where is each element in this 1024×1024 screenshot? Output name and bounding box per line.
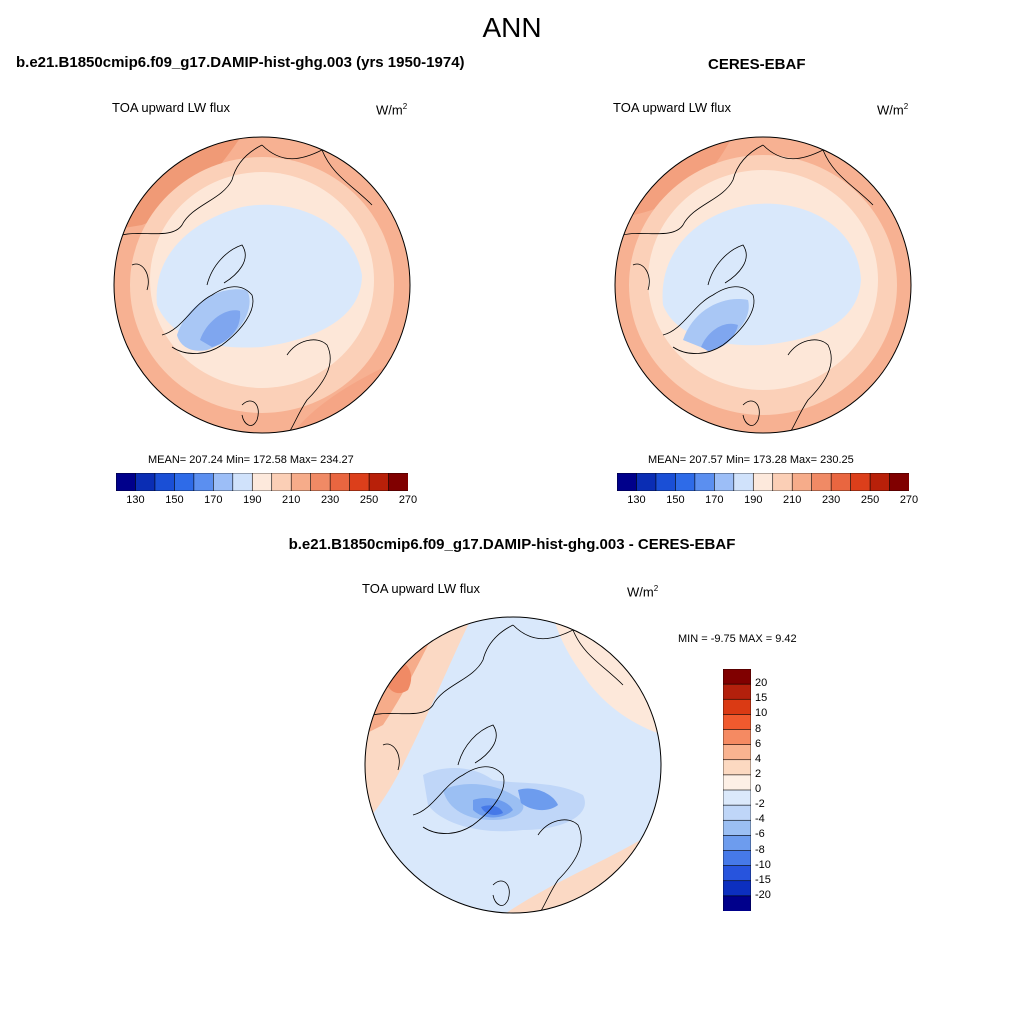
colorbar-segment [723, 714, 751, 731]
colorbar-tick-label: 2 [755, 767, 762, 780]
colorbar-tick-label: 130 [126, 494, 145, 506]
colorbar-tick-label: 190 [243, 494, 262, 506]
colorbar-segment [723, 669, 751, 685]
panel-2-title: CERES-EBAF [708, 56, 806, 73]
colorbar-segment [723, 865, 751, 882]
panel-1-variable-label: TOA upward LW flux [112, 100, 231, 115]
colorbar-segment [636, 473, 657, 491]
colorbar-tick-label: 230 [320, 494, 340, 506]
colorbar-segment [694, 473, 716, 491]
colorbar-tick-label: -20 [755, 888, 771, 901]
colorbar-tick-label: -10 [755, 858, 771, 871]
panel-2-stats: MEAN= 207.57 Min= 173.28 Max= 230.25 [648, 454, 854, 466]
colorbar-tick-label: 4 [755, 752, 762, 765]
colorbar-tick-label: 15 [755, 692, 768, 705]
colorbar-segment [772, 473, 793, 491]
colorbar-tick-label: 6 [755, 737, 762, 750]
colorbar-segment [723, 835, 751, 852]
colorbar-tick-label: -15 [755, 873, 771, 886]
colorbar-segment [174, 473, 195, 491]
colorbar-segment [290, 473, 312, 491]
colorbar-segment [675, 473, 696, 491]
colorbar-tick-label: 0 [755, 783, 762, 795]
colorbar-segment [714, 473, 735, 491]
colorbar-tick-label: -4 [755, 813, 765, 826]
colorbar-segment [135, 473, 156, 491]
colorbar-segment [329, 473, 351, 491]
colorbar-segment [723, 774, 751, 791]
panel-3-polar-map [364, 616, 662, 914]
panel-1-stats: MEAN= 207.24 Min= 172.58 Max= 234.27 [148, 454, 354, 466]
colorbar-tick-label: -8 [755, 843, 765, 856]
colorbar-segment [723, 880, 751, 897]
panel-3-colorbar-ticks: 20 15 10 8 6 4 2 0 -2 -4 -6 -8 -10 -15 -20 [755, 669, 795, 911]
colorbar-segment [830, 473, 852, 491]
figure-title: ANN [482, 12, 542, 43]
colorbar-segment [232, 473, 254, 491]
colorbar-segment [349, 473, 370, 491]
panel-3-title: b.e21.B1850cmip6.f09_g17.DAMIP-hist-ghg.… [288, 536, 736, 553]
panel-3-variable-label: TOA upward LW flux [362, 581, 481, 596]
colorbar-segment [869, 473, 891, 491]
colorbar-tick-label: 170 [204, 494, 223, 506]
colorbar-segment [723, 819, 751, 836]
colorbar-segment [154, 473, 176, 491]
colorbar-tick-label: 250 [860, 494, 880, 506]
panel-3-colorbar [723, 669, 751, 911]
colorbar-tick-label: 150 [666, 494, 685, 506]
panel-1-polar-map [113, 136, 411, 434]
colorbar-tick-label: -6 [755, 828, 765, 841]
colorbar-segment [617, 473, 638, 491]
colorbar-tick-label: 190 [744, 494, 763, 506]
colorbar-segment [310, 473, 331, 491]
colorbar-tick-label: -2 [755, 798, 765, 811]
colorbar-segment [271, 473, 292, 491]
colorbar-tick-label: 150 [165, 494, 184, 506]
colorbar-segment [723, 698, 751, 715]
colorbar-segment [723, 895, 751, 911]
colorbar-segment [213, 473, 234, 491]
colorbar-tick-label: 230 [821, 494, 841, 506]
colorbar-tick-label: 10 [755, 707, 768, 720]
colorbar-tick-label: 130 [627, 494, 646, 506]
colorbar-tick-label: 8 [755, 722, 762, 735]
colorbar-segment [251, 473, 273, 491]
panel-2-colorbar-ticks: 130 150 170 190 210 230 250 270 [617, 494, 918, 508]
colorbar-segment [388, 473, 408, 491]
panel-3-units: W/m2 [627, 584, 659, 600]
colorbar-segment [116, 473, 137, 491]
colorbar-tick-label: 210 [783, 494, 802, 506]
colorbar-segment [368, 473, 390, 491]
colorbar-segment [811, 473, 832, 491]
panel-3-stats: MIN = -9.75 MAX = 9.42 [678, 633, 797, 645]
colorbar-tick-label: 270 [398, 494, 418, 506]
panel-1-colorbar [116, 473, 408, 491]
colorbar-segment [723, 744, 751, 761]
colorbar-segment [723, 729, 751, 746]
panel-2-colorbar [617, 473, 909, 491]
colorbar-segment [791, 473, 813, 491]
colorbar-segment [889, 473, 909, 491]
colorbar-segment [655, 473, 677, 491]
panel-2-units: W/m2 [877, 102, 909, 118]
colorbar-segment [850, 473, 871, 491]
panel-1-colorbar-ticks: 130 150 170 190 210 230 250 270 [116, 494, 417, 508]
colorbar-tick-label: 270 [899, 494, 919, 506]
colorbar-segment [752, 473, 774, 491]
colorbar-tick-label: 170 [705, 494, 724, 506]
colorbar-segment [723, 804, 751, 821]
colorbar-tick-label: 210 [282, 494, 301, 506]
colorbar-tick-label: 20 [755, 677, 768, 690]
colorbar-segment [723, 683, 751, 700]
panel-2-variable-label: TOA upward LW flux [613, 100, 732, 115]
colorbar-segment [723, 850, 751, 867]
colorbar-segment [733, 473, 755, 491]
panel-2-polar-map [614, 136, 912, 434]
colorbar-segment [193, 473, 215, 491]
panel-1-units: W/m2 [376, 102, 408, 118]
panel-1-title: b.e21.B1850cmip6.f09_g17.DAMIP-hist-ghg.… [16, 54, 465, 71]
colorbar-segment [723, 759, 751, 776]
colorbar-segment [723, 789, 751, 806]
colorbar-tick-label: 250 [359, 494, 379, 506]
